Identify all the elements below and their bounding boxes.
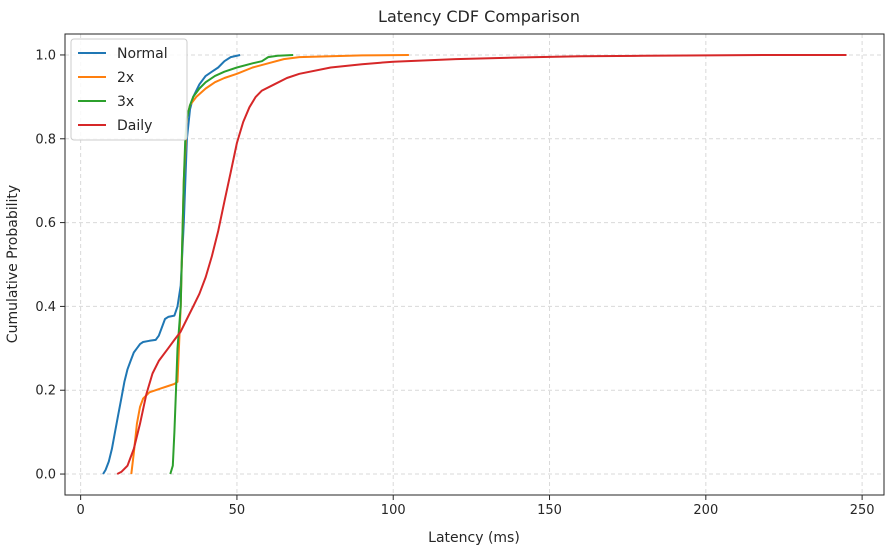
x-axis-ticks: 0 50 100 150 200 250	[76, 495, 875, 518]
x-tick-label: 200	[693, 503, 718, 518]
x-tick-label: 150	[537, 503, 562, 518]
series-line-3x	[169, 54, 294, 475]
y-axis-label: Cumulative Probability	[5, 185, 21, 343]
y-tick-label: 1.0	[35, 48, 56, 63]
legend: Normal 2x 3x Daily	[70, 38, 188, 141]
chart-title: Latency CDF Comparison	[378, 7, 580, 26]
y-tick-label: 0.2	[35, 384, 56, 399]
series-line-daily	[116, 54, 847, 475]
x-axis-label: Latency (ms)	[428, 530, 520, 546]
y-tick-label: 0.0	[35, 468, 56, 483]
legend-box	[70, 38, 188, 141]
x-tick-label: 100	[381, 503, 406, 518]
legend-label: Normal	[117, 46, 168, 62]
legend-label: Daily	[117, 118, 152, 134]
y-axis-ticks: 0.0 0.2 0.4 0.6 0.8 1.0	[35, 48, 65, 483]
y-tick-label: 0.6	[35, 216, 56, 231]
x-tick-label: 0	[76, 503, 84, 518]
x-tick-label: 50	[229, 503, 246, 518]
series-line-normal	[102, 54, 241, 475]
series-layer	[102, 54, 847, 475]
x-tick-label: 250	[850, 503, 875, 518]
y-tick-label: 0.8	[35, 132, 56, 147]
plot-frame	[64, 33, 885, 496]
grid-lines	[65, 34, 884, 495]
legend-label: 3x	[117, 94, 134, 110]
legend-label: 2x	[117, 70, 134, 86]
y-tick-label: 0.4	[35, 300, 56, 315]
